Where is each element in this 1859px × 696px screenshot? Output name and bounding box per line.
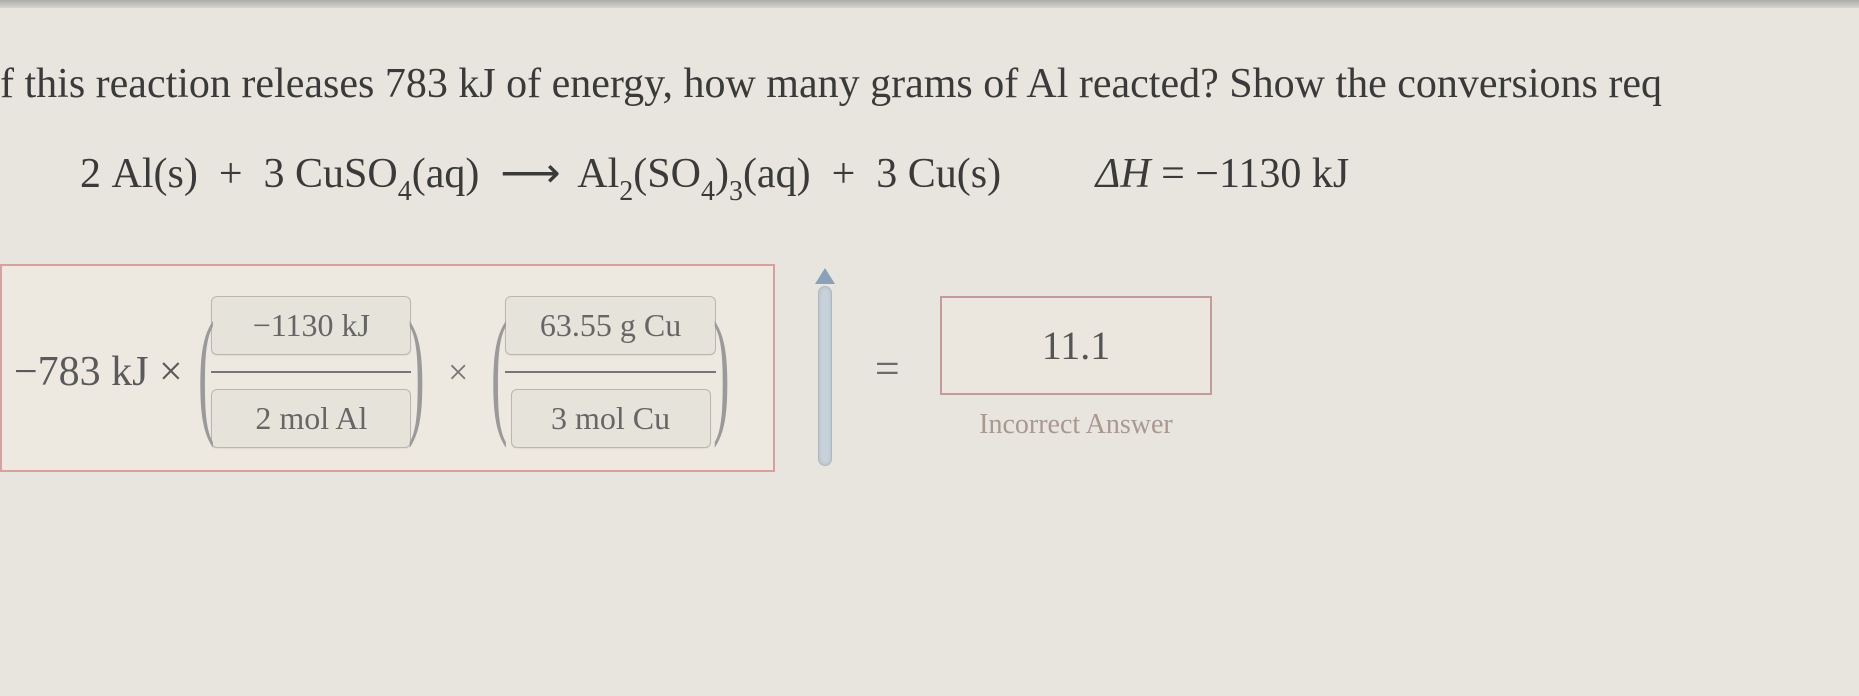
start-value: −783 kJ × <box>14 348 183 396</box>
content-area: f this reaction releases 783 kJ of energ… <box>0 0 1859 492</box>
frac2-denominator-slot[interactable]: 3 mol Cu <box>511 389 711 448</box>
sub-4b: 4 <box>701 176 715 207</box>
delta-h-value: −1130 kJ <box>1195 151 1349 197</box>
question-text: f this reaction releases 783 kJ of energ… <box>0 60 1839 108</box>
chemical-equation: 2 Al(s) + 3 CuSO4(aq) ⟶ Al2(SO4)3(aq) + … <box>80 148 1839 204</box>
slider-up-arrow-icon <box>815 268 835 284</box>
rparen-2: ) <box>713 316 729 428</box>
coef-3: 3 <box>876 151 897 197</box>
fraction-1: −1130 kJ 2 mol Al <box>211 296 411 448</box>
delta-h-eq: = <box>1161 151 1185 197</box>
plus-2: + <box>832 151 856 197</box>
frac1-denominator-slot[interactable]: 2 mol Al <box>211 389 411 448</box>
sub-4a: 4 <box>398 176 412 207</box>
equals-sign: = <box>875 343 900 394</box>
frac1-line <box>211 371 411 373</box>
conversion-expression-box: −783 kJ × ( −1130 kJ 2 mol Al ) × ( 63.5… <box>0 264 775 472</box>
lparen-1: ( <box>198 316 214 428</box>
lparen-2: ( <box>491 316 507 428</box>
frac2-numerator-slot[interactable]: 63.55 g Cu <box>505 296 716 355</box>
sub-2: 2 <box>619 176 633 207</box>
rparen-1: ) <box>408 316 424 428</box>
slider-track[interactable] <box>818 286 832 466</box>
delta-h-label: ΔH <box>1096 151 1151 197</box>
frac1-numerator-slot[interactable]: −1130 kJ <box>211 296 411 355</box>
multiply-sign: × <box>448 351 468 393</box>
reaction-arrow: ⟶ <box>500 151 558 197</box>
species-al: Al(s) <box>112 151 198 197</box>
answer-box[interactable]: 11.1 <box>940 296 1213 395</box>
sub-3: 3 <box>729 176 743 207</box>
frac2-line <box>505 371 716 373</box>
page-top-border <box>0 0 1859 8</box>
coef-1: 2 <box>80 151 101 197</box>
coef-2: 3 <box>264 151 285 197</box>
species-al2so4-b: (SO <box>633 151 701 197</box>
step-slider[interactable] <box>815 268 835 468</box>
species-al2so4-a: Al <box>577 151 619 197</box>
fraction-2: 63.55 g Cu 3 mol Cu <box>505 296 716 448</box>
plus-1: + <box>219 151 243 197</box>
species-cu: Cu(s) <box>908 151 1001 197</box>
answer-area: 11.1 Incorrect Answer <box>940 296 1213 441</box>
work-area: −783 kJ × ( −1130 kJ 2 mol Al ) × ( 63.5… <box>0 264 1839 472</box>
species-cuso4-a: CuSO <box>295 151 398 197</box>
answer-status: Incorrect Answer <box>979 409 1173 441</box>
species-cuso4-b: (aq) <box>412 151 480 197</box>
species-al2so4-d: (aq) <box>743 151 811 197</box>
species-al2so4-c: ) <box>715 151 729 197</box>
